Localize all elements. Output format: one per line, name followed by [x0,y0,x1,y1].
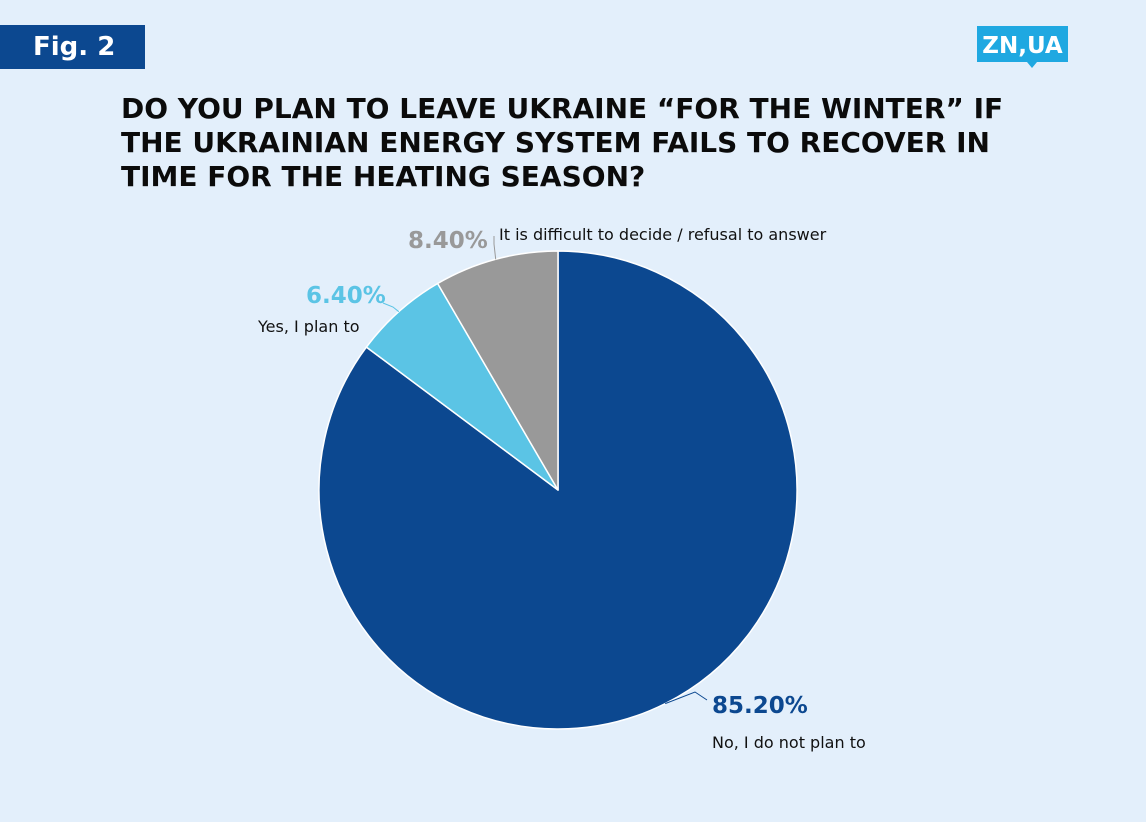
leader-line-difficult [493,236,497,260]
value-label-yes: 6.40% [306,283,386,309]
slice-label-no: No, I do not plan to [712,733,866,752]
figure-label: Fig. 2 [0,25,145,69]
leader-line-no [665,691,708,705]
chart-title: DO YOU PLAN TO LEAVE UKRAINE “FOR THE WI… [121,92,1004,193]
svg-text:ZN,UA: ZN,UA [982,33,1063,59]
zn-ua-logo: ZN,UA [977,26,1068,68]
pie-slice-no [318,250,798,730]
slice-label-difficult: It is difficult to decide / refusal to a… [499,225,827,244]
slice-label-yes: Yes, I plan to [257,317,360,336]
leader-line-yes [382,302,400,313]
value-label-no: 85.20% [712,693,808,719]
value-label-difficult: 8.40% [408,228,488,254]
